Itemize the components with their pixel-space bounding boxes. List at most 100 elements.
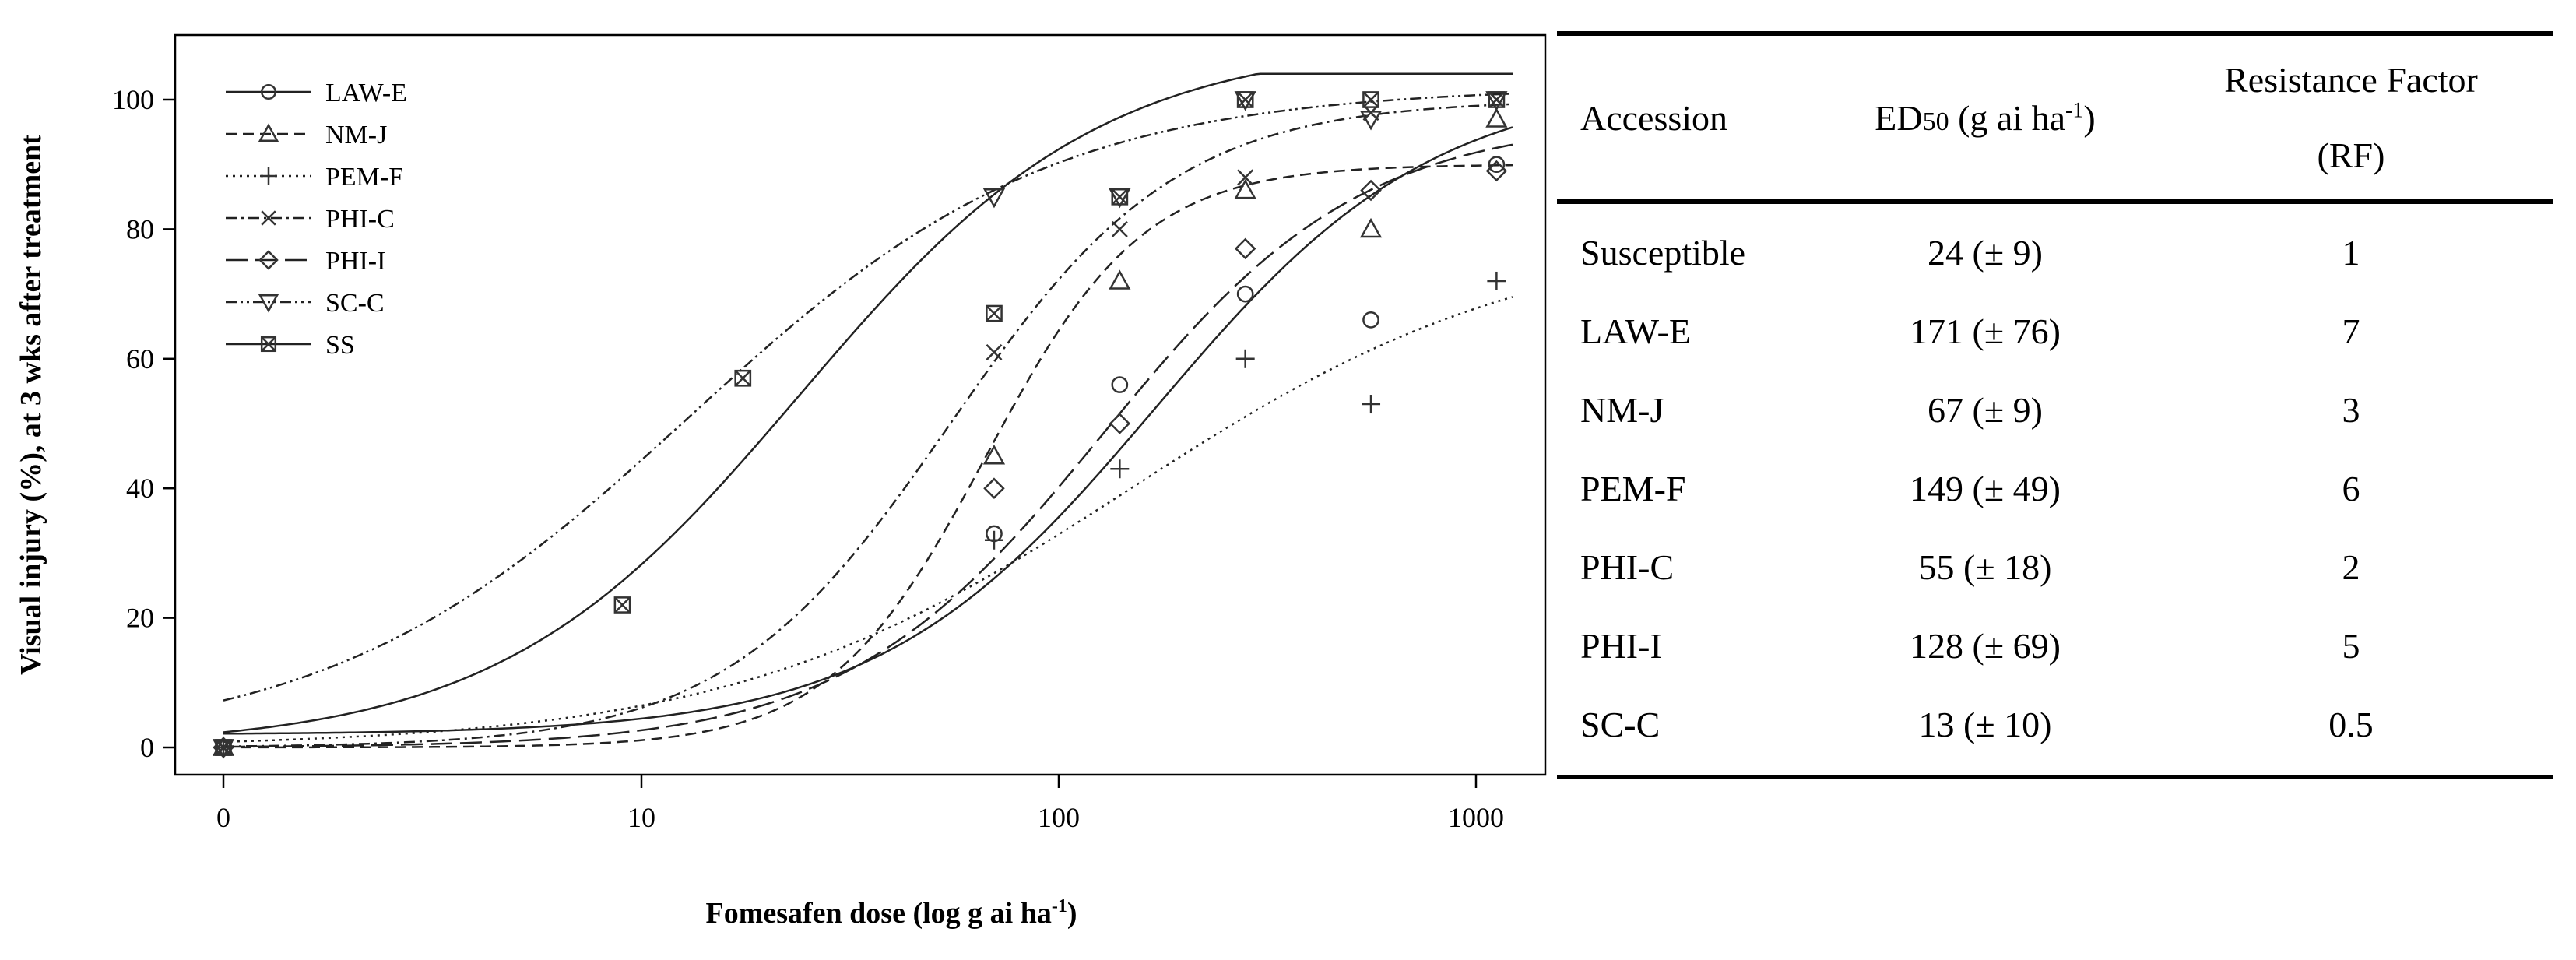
point-nm-j xyxy=(1485,107,1508,128)
marker-shape xyxy=(1488,91,1505,108)
cell-accession: PHI-C xyxy=(1580,547,1675,587)
curve-ss xyxy=(223,72,1513,733)
point-sc-c xyxy=(982,188,1006,209)
cell-ed50: 171 (± 76) xyxy=(1910,311,2061,351)
x-tick-label: 10 xyxy=(627,802,655,833)
table-row: NM-J 67 (± 9) 3 xyxy=(1557,371,2553,449)
y-tick-label: 0 xyxy=(140,732,154,763)
marker-shape xyxy=(734,369,752,387)
marker-shape xyxy=(1111,376,1129,393)
y-tick-label: 100 xyxy=(112,84,154,115)
cell-ed50: 13 (± 10) xyxy=(1918,705,2052,744)
point-phi-i xyxy=(1360,179,1382,202)
point-phi-i xyxy=(1485,160,1508,182)
table-body: Susceptible 24 (± 9) 1 LAW-E 171 (± 76) … xyxy=(1557,204,2553,775)
marker-shape xyxy=(982,188,1006,209)
point-ss xyxy=(613,596,631,614)
legend-label-phi-i: PHI-I xyxy=(325,247,385,276)
point-law-e xyxy=(1488,156,1506,174)
y-tick-label: 20 xyxy=(126,603,154,634)
cell-accession: NM-J xyxy=(1580,390,1664,430)
point-ss xyxy=(986,304,1003,322)
curve-pem-f xyxy=(223,296,1513,743)
marker-shape xyxy=(258,250,279,270)
legend-marker-phi-c xyxy=(261,210,276,226)
marker-shape xyxy=(1362,311,1379,329)
cell-rf: 7 xyxy=(2342,311,2360,351)
legend-label-law-e: LAW-E xyxy=(325,79,407,107)
ed50-results-table: Accession ED50 (g ai ha-1) Resistance Fa… xyxy=(1557,31,2553,779)
marker-shape xyxy=(1111,188,1129,206)
curve-sc-c xyxy=(223,93,1513,702)
plot-frame xyxy=(174,33,1547,776)
header-resistance-factor: Resistance Factor (RF) xyxy=(2149,59,2553,176)
marker-shape xyxy=(1485,107,1508,128)
header-rf-line2: (RF) xyxy=(2317,135,2385,175)
marker-shape xyxy=(1111,220,1128,237)
legend-label-sc-c: SC-C xyxy=(325,289,385,318)
cell-accession: PEM-F xyxy=(1580,469,1686,508)
marker-shape xyxy=(1111,188,1128,206)
marker-shape xyxy=(261,210,276,226)
table-row: Susceptible 24 (± 9) 1 xyxy=(1557,213,2553,292)
marker-shape xyxy=(258,123,279,142)
marker-shape xyxy=(260,83,277,100)
x-tick-label: 1000 xyxy=(1448,802,1504,833)
x-tick-label: 100 xyxy=(1038,802,1080,833)
x-axis-title-close: ) xyxy=(1067,897,1077,930)
point-phi-c xyxy=(1111,220,1128,237)
cell-ed50: 128 (± 69) xyxy=(1910,626,2061,666)
marker-shape xyxy=(1362,91,1379,108)
marker-shape xyxy=(734,370,751,387)
point-nm-j xyxy=(1234,178,1256,199)
point-pem-f xyxy=(1235,349,1255,368)
legend-marker-nm-j xyxy=(258,123,279,142)
marker-shape xyxy=(1237,169,1254,186)
legend-marker-ss xyxy=(260,336,277,353)
x-axis-title-main: Fomesafen dose (log g ai ha xyxy=(705,897,1051,930)
cell-rf: 5 xyxy=(2342,626,2360,666)
x-axis-title: Fomesafen dose (log g ai ha-1) xyxy=(705,896,1077,930)
legend-marker-sc-c xyxy=(258,294,279,313)
curve-phi-i xyxy=(223,143,1513,748)
marker-shape xyxy=(1236,91,1254,108)
legend: LAW-E NM-J PEM-F PHI-C PHI-I SC-C SS xyxy=(226,79,407,360)
header-rf-line1: Resistance Factor xyxy=(2224,60,2478,100)
point-phi-i xyxy=(1234,237,1256,260)
marker-shape xyxy=(1236,285,1254,303)
header-ed50: ED50 (g ai ha-1) xyxy=(1822,97,2149,139)
table-top-rule xyxy=(1557,31,2553,36)
marker-shape xyxy=(986,305,1003,322)
x-tick-label: 0 xyxy=(216,802,230,833)
point-nm-j xyxy=(1359,217,1383,238)
table-row: PHI-I 128 (± 69) 5 xyxy=(1557,607,2553,685)
point-phi-c xyxy=(986,343,1003,360)
marker-shape xyxy=(613,596,631,614)
legend-marker-phi-i xyxy=(258,250,279,270)
point-nm-j xyxy=(1109,269,1131,290)
cell-ed50: 55 (± 18) xyxy=(1918,547,2052,587)
fitted-curves xyxy=(223,72,1513,749)
data-points xyxy=(212,91,1508,759)
legend-label-phi-c: PHI-C xyxy=(325,205,395,234)
legend-label-pem-f: PEM-F xyxy=(325,163,403,192)
x-axis-title-sup: -1 xyxy=(1052,896,1067,916)
cell-ed50: 67 (± 9) xyxy=(1928,390,2043,430)
marker-shape xyxy=(1109,269,1131,290)
point-sc-c xyxy=(1359,111,1383,131)
cell-rf: 1 xyxy=(2342,233,2360,273)
point-pem-f xyxy=(1362,395,1381,414)
header-ed50-mid: (g ai ha xyxy=(1949,97,2066,138)
marker-shape xyxy=(215,739,232,756)
table-row: SC-C 13 (± 10) 0.5 xyxy=(1557,685,2553,764)
point-pem-f xyxy=(1487,271,1506,290)
table-header-rule xyxy=(1557,199,2553,204)
legend-marker-pem-f xyxy=(260,167,277,185)
marker-shape xyxy=(258,294,279,313)
table-row: LAW-E 171 (± 76) 7 xyxy=(1557,292,2553,371)
table-row: PEM-F 149 (± 49) 6 xyxy=(1557,449,2553,528)
curve-phi-c xyxy=(223,103,1513,747)
point-ss xyxy=(1488,91,1506,108)
point-law-e xyxy=(1362,311,1379,329)
cell-rf: 2 xyxy=(2342,547,2360,587)
